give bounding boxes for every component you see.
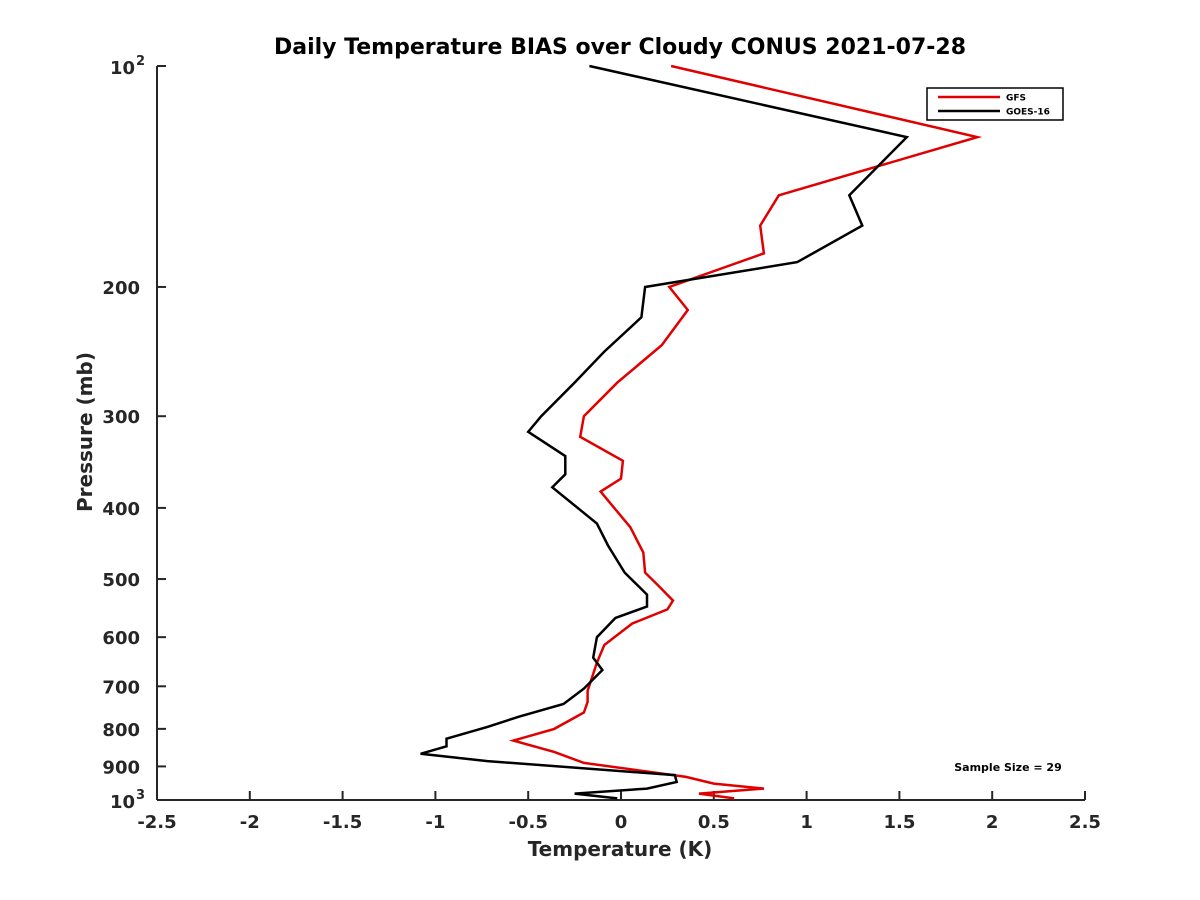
x-tick-label: 0 bbox=[615, 812, 628, 833]
chart-title: Daily Temperature BIAS over Cloudy CONUS… bbox=[274, 35, 966, 60]
y-tick-label: 10 bbox=[110, 58, 135, 79]
x-tick-label: 2 bbox=[986, 812, 999, 833]
sample-size-annotation: Sample Size = 29 bbox=[954, 761, 1061, 774]
y-tick-label: 600 bbox=[102, 628, 140, 649]
y-tick-label: 10 bbox=[110, 792, 135, 813]
y-tick-exponent: 2 bbox=[136, 54, 145, 69]
x-tick-label: 2.5 bbox=[1069, 812, 1101, 833]
x-tick-label: -1.5 bbox=[323, 812, 362, 833]
x-tick-label: 1.5 bbox=[883, 812, 915, 833]
x-axis-label: Temperature (K) bbox=[528, 837, 713, 861]
series-line-goes-16 bbox=[420, 64, 910, 800]
y-axis-label: Pressure (mb) bbox=[73, 352, 97, 512]
series-lines bbox=[420, 64, 983, 800]
x-tick-label: 0.5 bbox=[698, 812, 730, 833]
y-tick-label: 300 bbox=[102, 407, 140, 428]
legend-label: GFS bbox=[1006, 94, 1026, 104]
y-tick-label: 800 bbox=[102, 720, 140, 741]
axes: -2.5 -2 -1.5 -1 -0.5 0 0.5 1 1.5 2 2.510 2200300400… bbox=[102, 54, 1101, 833]
legend: GFS GOES-16 bbox=[926, 87, 1064, 121]
y-tick-label: 700 bbox=[102, 677, 140, 698]
x-tick-label: 1 bbox=[800, 812, 813, 833]
x-tick-label: -0.5 bbox=[509, 812, 548, 833]
y-tick-label: 900 bbox=[102, 757, 140, 778]
y-tick-label: 400 bbox=[102, 499, 140, 520]
x-tick-label: -2 bbox=[240, 812, 260, 833]
y-tick-label: 500 bbox=[102, 570, 140, 591]
y-tick-exponent: 3 bbox=[136, 788, 145, 803]
y-tick-label: 200 bbox=[102, 278, 140, 299]
x-tick-label: -2.5 bbox=[137, 812, 176, 833]
x-tick-label: -1 bbox=[425, 812, 445, 833]
legend-box bbox=[926, 87, 1064, 121]
legend-label: GOES-16 bbox=[1006, 108, 1050, 118]
series-line-gfs bbox=[508, 64, 983, 800]
